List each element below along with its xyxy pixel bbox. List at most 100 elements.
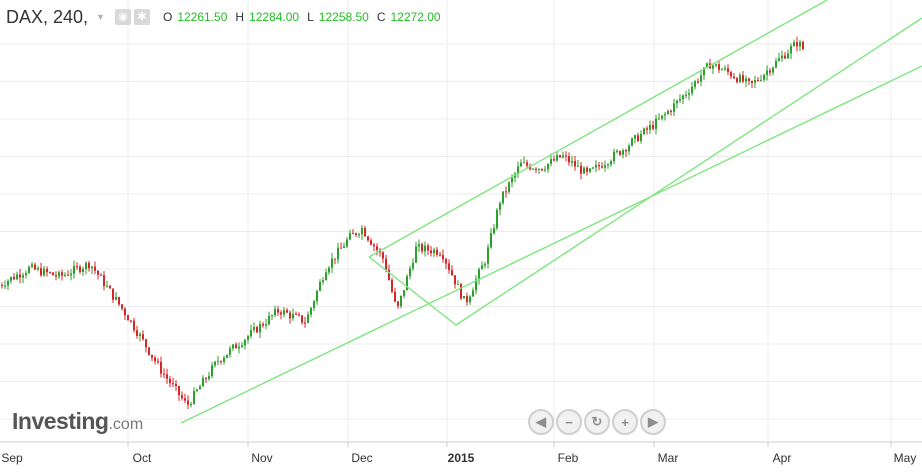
candle-body: [112, 288, 114, 300]
candle-body: [802, 41, 804, 49]
candle-body: [556, 155, 558, 161]
candle-body: [547, 163, 549, 170]
candle-body: [265, 324, 267, 326]
candle-body: [532, 168, 534, 170]
candle-body: [652, 125, 654, 129]
candle-body: [421, 244, 423, 252]
candle-body: [622, 150, 624, 155]
x-axis-tick-label: Apr: [773, 451, 792, 465]
candle-body: [778, 58, 780, 61]
candle-body: [319, 281, 321, 291]
logo-suffix: .com: [108, 416, 144, 433]
candle-body: [241, 345, 243, 347]
scroll-right-button[interactable]: ▶: [640, 409, 666, 435]
candle-body: [625, 150, 627, 152]
candle-body: [409, 268, 411, 277]
gear-icon[interactable]: ✱: [133, 9, 150, 25]
candle-body: [676, 100, 678, 104]
candle-body: [679, 99, 681, 101]
candle-body: [307, 314, 309, 323]
candle-body: [781, 55, 783, 59]
candle-body: [418, 244, 420, 247]
x-axis-tick-label: Feb: [558, 451, 579, 465]
high-value: 12284.00: [249, 10, 300, 24]
scroll-left-button[interactable]: ◀: [528, 409, 554, 435]
candle-body: [433, 249, 435, 254]
x-axis-tick-label: 2015: [448, 451, 475, 465]
zoom-in-button[interactable]: +: [612, 409, 638, 435]
candle-body: [496, 209, 498, 229]
candle-body: [727, 68, 729, 73]
candle-body: [469, 296, 471, 303]
candle-body: [292, 313, 294, 319]
candle-body: [325, 272, 327, 281]
candle-body: [415, 246, 417, 263]
candle-body: [613, 151, 615, 162]
candle-body: [358, 234, 360, 236]
candle-body: [121, 304, 123, 309]
candle-body: [136, 330, 138, 337]
candle-body: [445, 259, 447, 264]
candle-body: [268, 315, 270, 325]
zoom-out-button[interactable]: −: [556, 409, 582, 435]
candle-body: [493, 228, 495, 234]
candle-body: [580, 165, 582, 174]
candle-body: [592, 167, 594, 169]
candle-body: [745, 78, 747, 82]
candle-body: [715, 64, 717, 66]
candle-body: [193, 390, 195, 404]
chevron-down-icon[interactable]: ▼: [96, 12, 105, 22]
candle-body: [649, 125, 651, 130]
logo-brand: Investing: [12, 408, 109, 434]
candle-body: [295, 313, 297, 315]
candle-body: [523, 162, 525, 164]
candle-body: [313, 301, 315, 308]
candle-body: [661, 115, 663, 119]
candle-body: [250, 330, 252, 337]
candle-body: [730, 72, 732, 77]
candle-body: [562, 155, 564, 158]
candle-body: [88, 262, 90, 269]
candle-body: [586, 167, 588, 172]
candle-body: [487, 247, 489, 264]
candle-body: [151, 354, 153, 358]
candle-body: [361, 228, 363, 235]
eye-icon[interactable]: ◉: [114, 9, 131, 25]
candle-body: [775, 60, 777, 68]
reset-zoom-button[interactable]: ↻: [584, 409, 610, 435]
candle-body: [109, 285, 111, 289]
candle-body: [463, 296, 465, 299]
candle-body: [334, 258, 336, 260]
candle-body: [97, 270, 99, 275]
candle-body: [733, 76, 735, 79]
candle-body: [55, 275, 57, 277]
candle-body: [595, 165, 597, 168]
candle-body: [238, 346, 240, 349]
candle-body: [385, 258, 387, 270]
candle-body: [166, 374, 168, 379]
candle-body: [784, 55, 786, 59]
candle-body: [376, 246, 378, 251]
x-axis-tick-label: Oct: [133, 451, 152, 465]
candle-body: [340, 247, 342, 249]
candle-body: [103, 275, 105, 287]
candle-body: [682, 95, 684, 100]
candle-body: [289, 312, 291, 319]
candle-body: [43, 268, 45, 276]
candle-body: [604, 165, 606, 168]
candle-body: [37, 268, 39, 270]
candle-body: [520, 162, 522, 167]
x-axis-tick-label: May: [894, 451, 917, 465]
candle-body: [412, 262, 414, 269]
candle-body: [655, 118, 657, 129]
candle-body: [94, 266, 96, 271]
candle-body: [115, 297, 117, 300]
chart-navigation: ◀ − ↻ + ▶: [528, 409, 668, 435]
candle-body: [28, 266, 30, 273]
candle-body: [283, 310, 285, 315]
candle-body: [247, 336, 249, 340]
candle-body: [526, 162, 528, 166]
candle-body: [10, 276, 12, 281]
x-axis-tick-label: Dec: [351, 451, 372, 465]
